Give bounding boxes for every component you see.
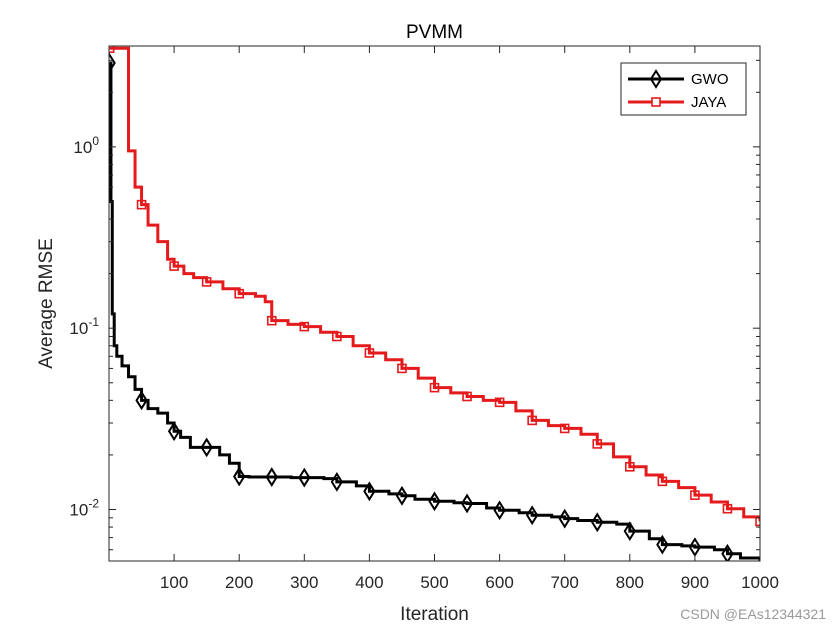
x-tick-label: 100 (160, 573, 188, 592)
data-point (299, 321, 310, 332)
data-point (363, 481, 376, 502)
data-point (135, 390, 148, 411)
data-point (428, 491, 441, 512)
y-axis: 100 10-1 10-2 (69, 59, 760, 551)
data-point (558, 508, 571, 529)
y-tick-label: 10-1 (69, 315, 99, 338)
data-point (169, 261, 179, 271)
legend-label-jaya: JAYA (691, 94, 726, 111)
data-point (527, 415, 537, 426)
data-point (656, 534, 669, 555)
data-point (525, 505, 539, 526)
data-point (493, 500, 506, 521)
data-point (690, 490, 700, 500)
data-point (722, 503, 733, 514)
legend-box (620, 62, 747, 116)
data-point (234, 288, 244, 299)
plot-area (108, 45, 761, 562)
data-point (462, 391, 472, 402)
data-point (624, 462, 635, 472)
y-tick-label: 100 (73, 134, 99, 157)
x-tick-label: 300 (290, 573, 318, 592)
data-point (109, 46, 115, 54)
chart-title: PVMM (406, 22, 463, 43)
x-tick-label: 200 (225, 573, 253, 592)
y-axis-label: Average RMSE (36, 238, 57, 369)
series-jaya (109, 46, 760, 527)
plot-frame (108, 45, 761, 562)
legend: GWO JAYA (620, 62, 747, 116)
legend-marker-gwo (649, 69, 663, 89)
data-point (332, 331, 342, 342)
x-tick-label: 400 (355, 573, 383, 592)
series-gwo (109, 53, 760, 561)
data-point (397, 363, 407, 374)
data-point (167, 421, 181, 442)
data-point (266, 315, 277, 326)
x-tick-label: 1000 (741, 573, 779, 592)
data-point (755, 516, 760, 527)
data-point (592, 439, 603, 449)
data-point (494, 397, 505, 408)
y-tick-label: 10-2 (69, 497, 99, 520)
data-point (657, 476, 668, 487)
legend-marker-jaya (651, 97, 661, 107)
watermark-text: CSDN @EAs12344321 (680, 606, 826, 622)
x-axis: 100 200 300 400 500 600 700 800 900 1000 (160, 46, 779, 592)
data-point (460, 493, 474, 514)
data-point (298, 467, 311, 488)
data-point (623, 521, 636, 542)
series-line-jaya (109, 46, 760, 522)
x-tick-label: 700 (551, 573, 579, 592)
x-tick-label: 800 (616, 573, 644, 592)
data-point (395, 485, 409, 506)
data-point (591, 512, 604, 533)
data-point (330, 472, 344, 492)
series-line-gwo (109, 61, 760, 561)
data-point (364, 348, 375, 358)
data-point (265, 467, 278, 487)
data-point (136, 199, 147, 210)
data-point (200, 437, 213, 458)
x-tick-label: 900 (681, 573, 709, 592)
data-point (559, 423, 570, 434)
data-point (429, 382, 440, 393)
data-point (201, 277, 212, 287)
data-point (233, 466, 246, 487)
x-tick-label: 600 (485, 573, 513, 592)
x-axis-label: Iteration (400, 604, 469, 625)
legend-label-gwo: GWO (691, 71, 729, 88)
data-point (721, 543, 734, 561)
x-tick-label: 500 (420, 573, 448, 592)
